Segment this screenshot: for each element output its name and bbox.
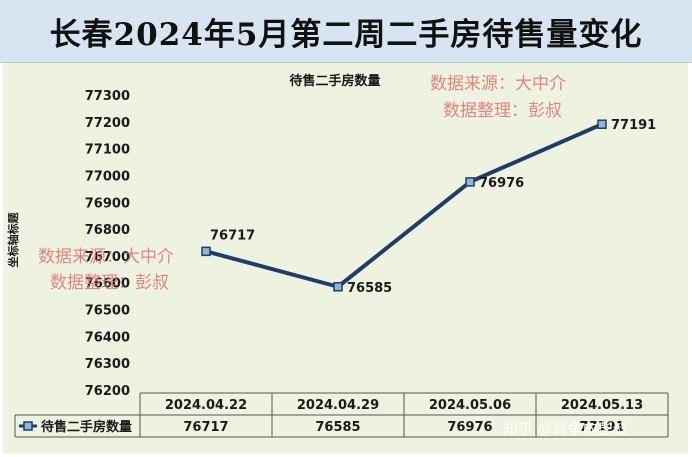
table-cell-value: 76585 (315, 420, 360, 435)
y-tick-label: 76900 (85, 196, 130, 211)
data-point (465, 177, 475, 187)
legend-label: 待售二手房数量 (40, 419, 132, 435)
watermark-source-2: 数据来源：大中介 (38, 247, 174, 267)
watermark-source: 数据来源：大中介 (430, 74, 566, 94)
data-label: 76717 (210, 228, 255, 243)
y-tick-label: 76500 (85, 304, 130, 319)
data-table: 2024.04.22 76717 2024.04.29 76585 2024.05.06… (14, 392, 669, 438)
x-tick-label: 2024.05.06 (429, 398, 511, 413)
y-axis-title: 坐标轴标题 (6, 212, 20, 268)
table-cell-value: 76717 (183, 420, 228, 435)
watermark-zhihu: 知乎 @青争向彭叔 (503, 420, 628, 438)
y-tick-label: 76600 (85, 277, 130, 292)
watermark-middle: 数据来源：大中介 数据整理：彭叔 (38, 247, 174, 293)
series-line (205, 122, 603, 289)
y-tick-label: 76200 (85, 384, 130, 399)
x-tick-label: 2024.04.22 (165, 398, 247, 413)
data-point (201, 246, 211, 257)
data-point (333, 282, 343, 292)
watermark-editor-2: 数据整理：彭叔 (50, 273, 169, 293)
watermark-top: 数据来源：大中介 数据整理：彭叔 (430, 74, 566, 121)
series-layer: 76717 76585 76976 77191 (201, 118, 656, 296)
y-tick-label: 76700 (85, 250, 130, 265)
table-cell-value: 77191 (579, 420, 624, 435)
y-tick-label: 76300 (85, 357, 130, 372)
plot-area (3, 63, 688, 454)
data-label: 76585 (347, 281, 392, 296)
data-label: 76976 (479, 176, 524, 191)
page-title-bar: 长春2024年5月第二周二手房待售量变化 (0, 0, 692, 63)
plot-title: 待售二手房数量 (288, 73, 380, 89)
y-tick-label: 77100 (85, 143, 130, 158)
legend-marker (23, 421, 33, 431)
y-tick-label: 76400 (85, 330, 130, 345)
x-tick-label: 2024.05.13 (561, 398, 643, 413)
data-point (597, 119, 607, 129)
x-tick-label: 2024.04.29 (297, 398, 379, 413)
y-tick-label: 77200 (85, 116, 130, 131)
page-title: 长春2024年5月第二周二手房待售量变化 (49, 16, 643, 53)
y-tick-label: 77000 (85, 169, 130, 184)
watermark-editor: 数据整理：彭叔 (443, 101, 562, 121)
y-tick-label: 77300 (85, 89, 130, 104)
data-label: 77191 (611, 118, 656, 133)
table-cell-value: 76976 (447, 420, 492, 435)
y-tick-label: 76800 (85, 223, 130, 238)
y-axis: 76200 76300 76400 76500 76600 76700 76800 76900… (85, 89, 130, 399)
